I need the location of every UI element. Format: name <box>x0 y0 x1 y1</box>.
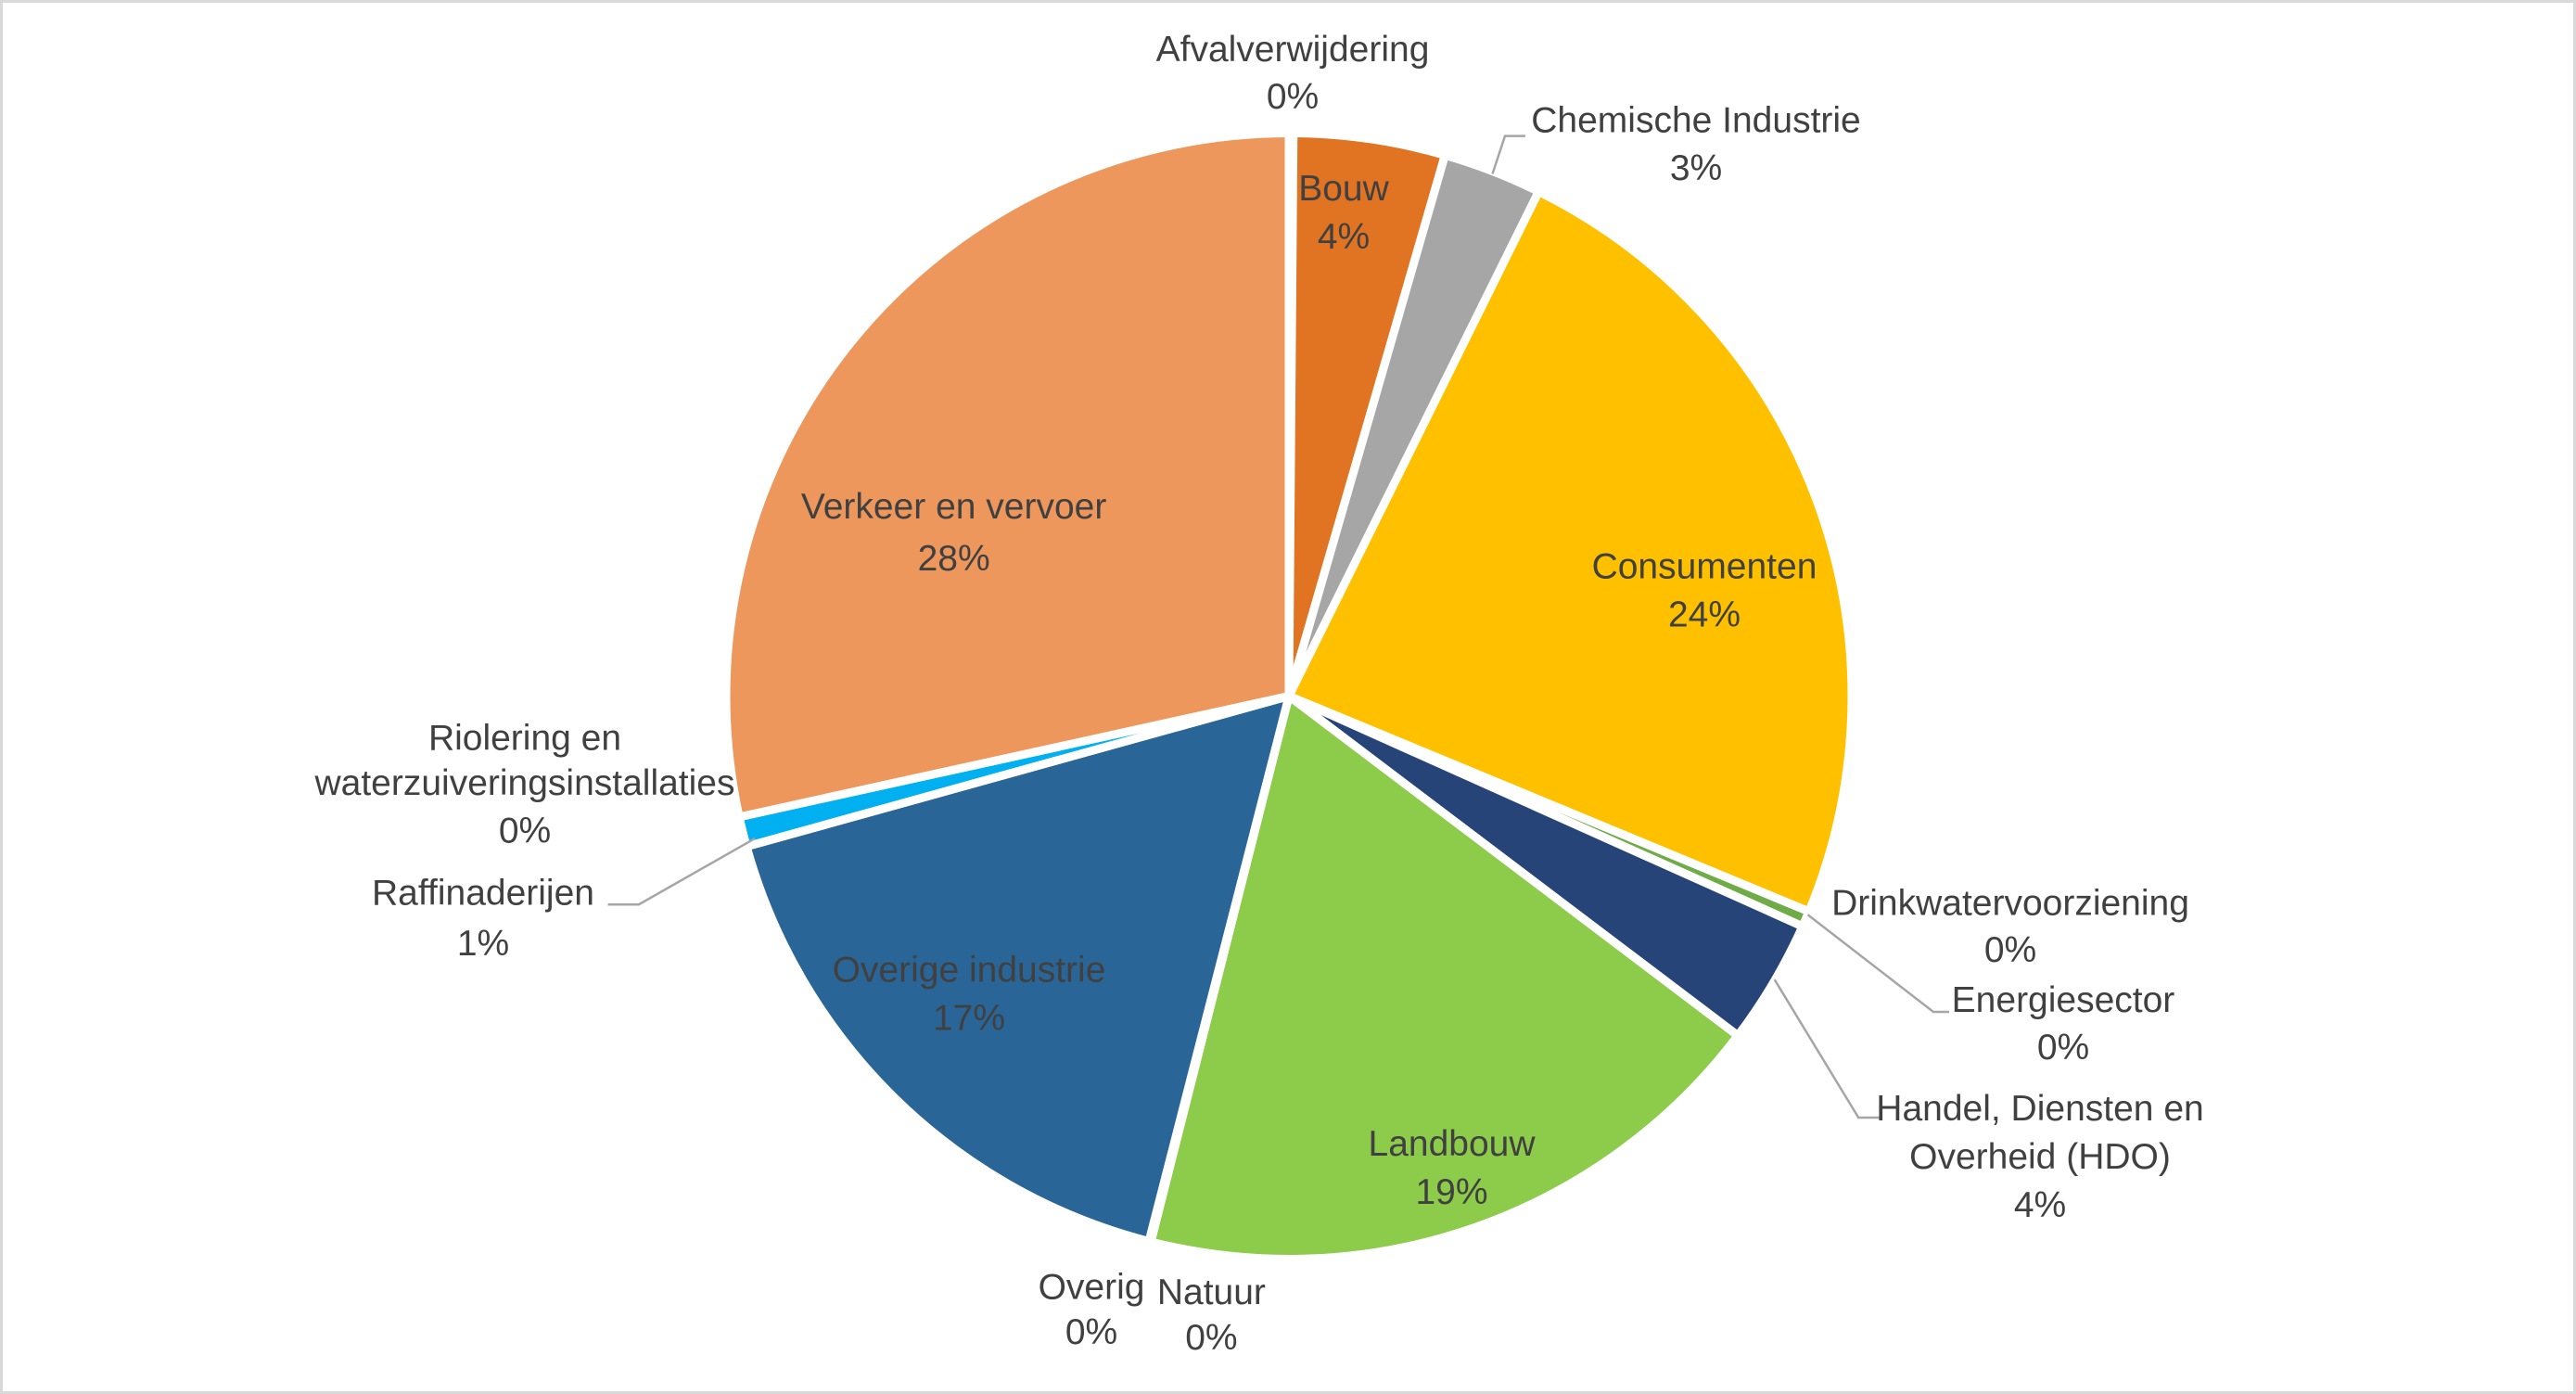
svg-text:4%: 4% <box>1318 217 1370 257</box>
svg-text:Energiesector: Energiesector <box>1952 980 2175 1020</box>
svg-text:Afvalverwijdering: Afvalverwijdering <box>1156 30 1430 70</box>
svg-text:0%: 0% <box>1185 1318 1237 1358</box>
svg-text:Consumenten: Consumenten <box>1592 547 1817 587</box>
svg-text:0%: 0% <box>1065 1312 1117 1352</box>
svg-text:0%: 0% <box>499 812 551 851</box>
svg-text:0%: 0% <box>1984 930 2036 970</box>
svg-text:1%: 1% <box>457 924 509 964</box>
svg-text:Handel, Diensten en: Handel, Diensten en <box>1876 1089 2203 1129</box>
svg-text:Overheid (HDO): Overheid (HDO) <box>1909 1137 2171 1177</box>
svg-text:0%: 0% <box>1267 77 1319 117</box>
svg-text:Landbouw: Landbouw <box>1369 1124 1537 1164</box>
svg-text:Drinkwatervoorziening: Drinkwatervoorziening <box>1831 884 2189 924</box>
svg-text:Chemische Industrie: Chemische Industrie <box>1531 101 1861 141</box>
svg-text:Bouw: Bouw <box>1298 169 1389 209</box>
svg-text:0%: 0% <box>2037 1028 2089 1068</box>
svg-text:Natuur: Natuur <box>1157 1273 1266 1312</box>
svg-text:17%: 17% <box>933 999 1005 1039</box>
svg-text:19%: 19% <box>1415 1172 1487 1212</box>
svg-text:4%: 4% <box>2014 1185 2066 1225</box>
svg-text:Raffinaderijen: Raffinaderijen <box>372 874 594 914</box>
svg-text:3%: 3% <box>1670 148 1722 188</box>
svg-text:Verkeer en vervoer: Verkeer en vervoer <box>801 487 1107 527</box>
svg-text:Riolering en: Riolering en <box>428 718 621 758</box>
svg-text:28%: 28% <box>918 539 990 579</box>
svg-text:24%: 24% <box>1668 595 1741 635</box>
svg-text:waterzuiveringsinstallaties: waterzuiveringsinstallaties <box>313 763 734 803</box>
svg-text:Overig: Overig <box>1039 1268 1145 1308</box>
svg-text:Overige industrie: Overige industrie <box>833 950 1106 990</box>
